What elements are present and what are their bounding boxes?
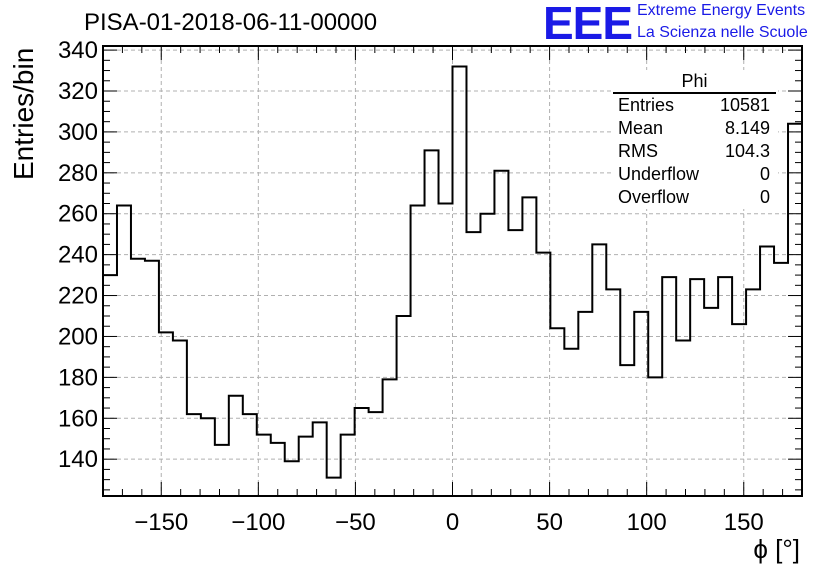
y-tick-label: 320: [58, 78, 98, 105]
stats-label: RMS: [618, 141, 658, 161]
y-tick-label: 260: [58, 201, 98, 228]
x-axis-label: ϕ [°]: [753, 534, 800, 564]
stats-label: Overflow: [618, 187, 690, 207]
stats-label: Underflow: [618, 164, 700, 184]
stats-row-entries: Entries 10581: [611, 94, 778, 117]
x-tick-label: −50: [335, 509, 376, 536]
stats-value: 0: [759, 187, 770, 207]
y-tick-label: 280: [58, 160, 98, 187]
y-tick-label: 180: [58, 364, 98, 391]
stats-row-mean: Mean 8.149: [611, 117, 778, 140]
x-tick-label: 100: [627, 509, 667, 536]
histogram-title: PISA-01-2018-06-11-00000: [84, 9, 378, 36]
stats-row-rms: RMS 104.3: [611, 140, 778, 163]
stats-value: 8.149: [724, 118, 770, 138]
stats-value: 10581: [719, 95, 770, 115]
stats-label: Entries: [618, 95, 675, 115]
y-tick-label: 240: [58, 242, 98, 269]
stats-value: 0: [759, 164, 770, 184]
stats-value: 104.3: [724, 141, 770, 161]
stats-title: Phi: [613, 70, 776, 94]
stats-row-overflow: Overflow 0: [611, 186, 778, 209]
y-tick-label: 160: [58, 405, 98, 432]
x-tick-label: 150: [724, 509, 764, 536]
x-tick-label: −150: [134, 509, 188, 536]
histogram-outline: [102, 65, 802, 496]
y-tick-label: 140: [58, 446, 98, 473]
y-tick-label: 200: [58, 323, 98, 350]
y-tick-label: 220: [58, 283, 98, 310]
x-tick-label: −100: [231, 509, 285, 536]
eee-logo: EEE: [543, 0, 633, 49]
y-tick-label: 300: [58, 119, 98, 146]
stats-row-underflow: Underflow 0: [611, 163, 778, 186]
logo-line-2: La Scienza nelle Scuole: [637, 24, 808, 41]
y-tick-label: 340: [58, 37, 98, 64]
x-tick-label: 50: [536, 509, 563, 536]
stats-label: Mean: [618, 118, 664, 138]
logo-line-1: Extreme Energy Events: [637, 2, 806, 19]
y-axis-label: Entries/bin: [8, 47, 39, 180]
x-tick-label: 0: [446, 509, 459, 536]
stats-box: Phi Entries 10581 Mean 8.149 RMS 104.3 U…: [611, 70, 778, 209]
